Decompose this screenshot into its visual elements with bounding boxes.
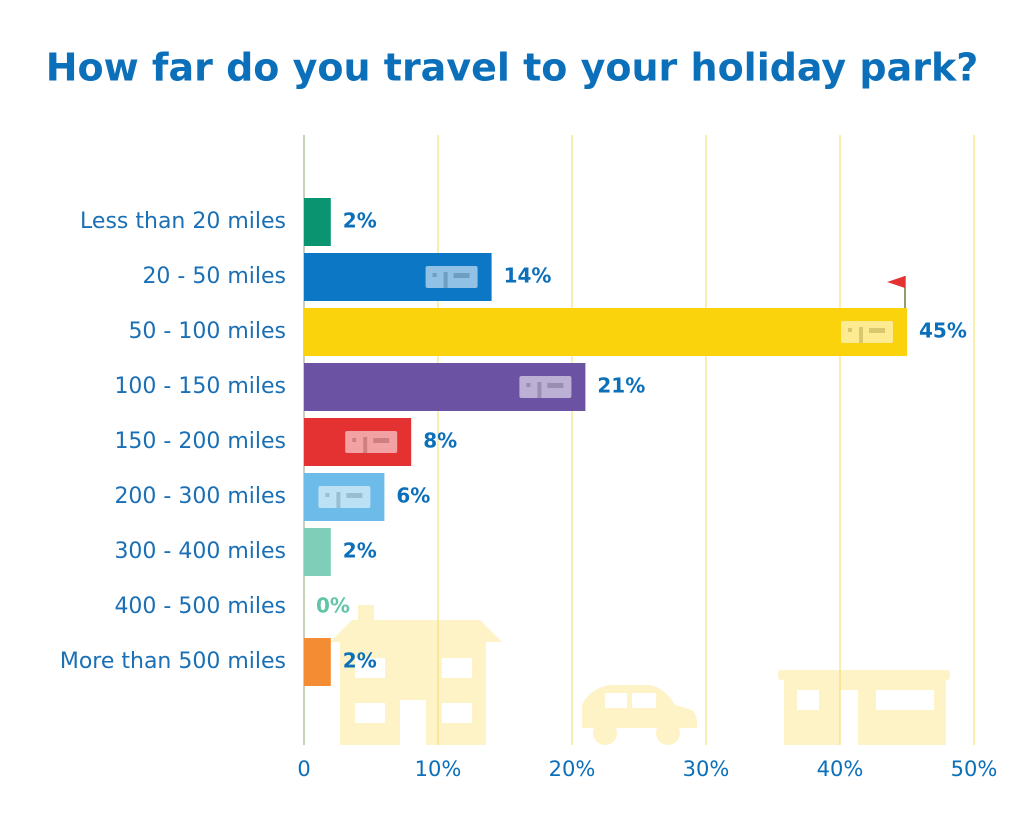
icon-window bbox=[346, 493, 363, 498]
icon-window bbox=[526, 383, 531, 387]
background-illustration bbox=[330, 605, 950, 745]
x-tick-label: 30% bbox=[683, 757, 730, 781]
value-label: 0% bbox=[316, 594, 350, 618]
value-label: 45% bbox=[919, 319, 967, 343]
caravan-icon bbox=[425, 266, 478, 288]
icon-window bbox=[373, 438, 390, 443]
x-tick-label: 40% bbox=[817, 757, 864, 781]
y-tick-label: 400 - 500 miles bbox=[114, 594, 286, 619]
icon-body bbox=[318, 486, 371, 508]
icon-body bbox=[425, 266, 478, 288]
value-label: 21% bbox=[597, 374, 645, 398]
icon-body bbox=[345, 431, 398, 453]
value-label: 2% bbox=[343, 209, 377, 233]
value-label: 14% bbox=[504, 264, 552, 288]
icon-window bbox=[352, 438, 357, 442]
caravan-icon bbox=[318, 486, 371, 508]
icon-window bbox=[453, 273, 470, 278]
icon-door bbox=[537, 382, 542, 398]
bar bbox=[304, 308, 907, 356]
value-label: 8% bbox=[423, 429, 457, 453]
icon-window bbox=[848, 328, 852, 332]
bar bbox=[304, 528, 331, 576]
icon-body bbox=[841, 321, 893, 343]
y-tick-label: 100 - 150 miles bbox=[114, 374, 286, 399]
chart-title: How far do you travel to your holiday pa… bbox=[46, 46, 979, 90]
caravan-icon bbox=[841, 321, 893, 343]
icon-body bbox=[519, 376, 572, 398]
y-tick-label: 300 - 400 miles bbox=[114, 539, 286, 564]
y-tick-label: Less than 20 miles bbox=[80, 209, 286, 234]
y-tick-label: 200 - 300 miles bbox=[114, 484, 286, 509]
bar bbox=[304, 638, 331, 686]
bar bbox=[304, 198, 331, 246]
y-tick-label: 50 - 100 miles bbox=[128, 319, 286, 344]
icon-window bbox=[325, 493, 330, 497]
x-tick-label: 10% bbox=[415, 757, 462, 781]
value-label: 2% bbox=[343, 649, 377, 673]
x-tick-label: 20% bbox=[549, 757, 596, 781]
y-tick-label: 20 - 50 miles bbox=[142, 264, 286, 289]
x-tick-label: 50% bbox=[951, 757, 998, 781]
y-tick-label: More than 500 miles bbox=[60, 649, 286, 674]
x-tick-label: 0 bbox=[297, 757, 310, 781]
icon-door bbox=[336, 492, 341, 508]
caravan-icon bbox=[345, 431, 398, 453]
icon-window bbox=[869, 328, 885, 333]
icon-door bbox=[363, 437, 368, 453]
value-label: 2% bbox=[343, 539, 377, 563]
icon-window bbox=[547, 383, 564, 388]
icon-window bbox=[432, 273, 437, 277]
caravan-icon bbox=[519, 376, 572, 398]
flag bbox=[887, 276, 905, 288]
icon-door bbox=[443, 272, 448, 288]
y-tick-label: 150 - 200 miles bbox=[114, 429, 286, 454]
value-label: 6% bbox=[396, 484, 430, 508]
icon-door bbox=[859, 327, 863, 343]
